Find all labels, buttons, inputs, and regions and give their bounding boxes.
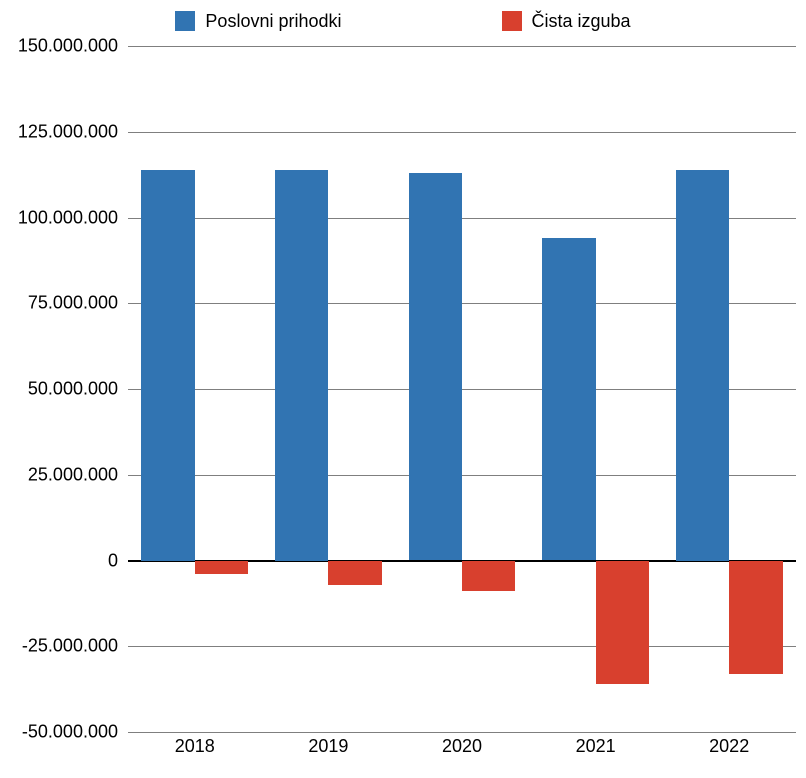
- y-axis-tick-label: 50.000.000: [28, 379, 118, 400]
- legend-swatch-series-0: [175, 11, 195, 31]
- x-axis-tick-label: 2018: [175, 736, 215, 757]
- legend-item: Čista izguba: [502, 11, 631, 32]
- legend-label: Poslovni prihodki: [205, 11, 341, 32]
- plot-area: [128, 46, 796, 732]
- x-axis-tick-label: 2022: [709, 736, 749, 757]
- bar-series-0: [676, 170, 729, 561]
- y-axis-tick-label: 0: [108, 550, 118, 571]
- y-axis-tick-label: 150.000.000: [18, 36, 118, 57]
- bar-series-0: [275, 170, 328, 561]
- bar-series-1: [729, 561, 782, 674]
- gridline: [128, 46, 796, 47]
- legend-swatch-series-1: [502, 11, 522, 31]
- x-axis: 2018 2019 2020 2021 2022: [128, 736, 796, 776]
- bar-chart: Poslovni prihodki Čista izguba 150.000.0…: [0, 0, 806, 778]
- y-axis-tick-label: 75.000.000: [28, 293, 118, 314]
- legend: Poslovni prihodki Čista izguba: [0, 6, 806, 36]
- y-axis-tick-label: 25.000.000: [28, 464, 118, 485]
- bar-series-1: [462, 561, 515, 592]
- x-axis-tick-label: 2019: [308, 736, 348, 757]
- bar-series-0: [409, 173, 462, 561]
- y-axis-tick-label: 100.000.000: [18, 207, 118, 228]
- legend-item: Poslovni prihodki: [175, 11, 341, 32]
- gridline: [128, 132, 796, 133]
- legend-label: Čista izguba: [532, 11, 631, 32]
- bar-series-1: [195, 561, 248, 575]
- x-axis-tick-label: 2020: [442, 736, 482, 757]
- x-axis-tick-label: 2021: [576, 736, 616, 757]
- y-axis-tick-label: -50.000.000: [22, 722, 118, 743]
- bar-series-0: [542, 238, 595, 560]
- bar-series-0: [141, 170, 194, 561]
- bar-series-1: [596, 561, 649, 685]
- y-axis-tick-label: -25.000.000: [22, 636, 118, 657]
- bar-series-1: [328, 561, 381, 585]
- gridline: [128, 646, 796, 647]
- gridline: [128, 732, 796, 733]
- y-axis-tick-label: 125.000.000: [18, 121, 118, 142]
